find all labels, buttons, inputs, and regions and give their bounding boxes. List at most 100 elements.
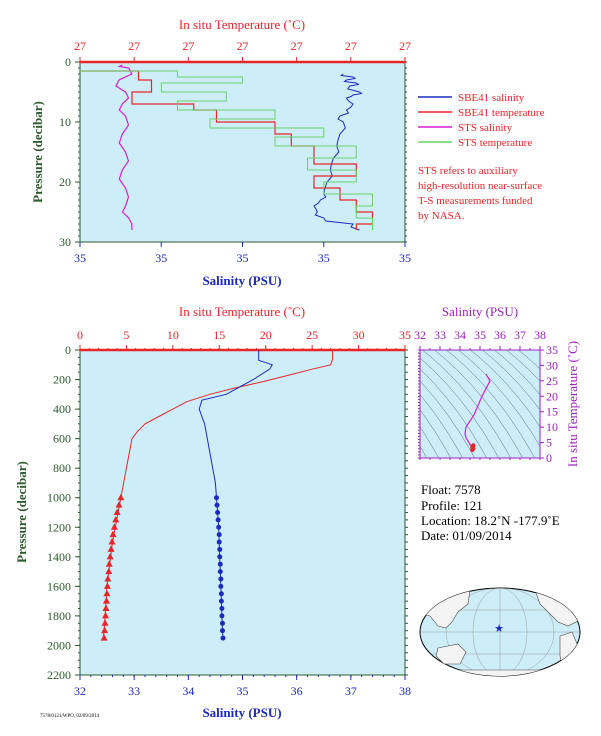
temperature-marker <box>101 619 109 626</box>
ts-salinity-tick-label: 37 <box>514 328 526 342</box>
density-contour <box>493 350 540 396</box>
main-salinity-tick-label: 34 <box>182 684 194 698</box>
float-id: Float: 7578 <box>421 482 481 497</box>
top-panel-pressure-axis-title: Pressure (decibar) <box>30 101 45 203</box>
ts-salinity-tick-label: 36 <box>494 328 506 342</box>
density-contour <box>457 350 540 447</box>
temperature-marker <box>110 523 118 530</box>
temperature-marker <box>102 604 110 612</box>
salinity-marker <box>216 524 222 530</box>
ts-temperature-tick-label: 30 <box>546 358 558 372</box>
temperature-marker <box>112 515 120 523</box>
salinity-marker <box>219 613 225 619</box>
ts-temperature-tick-label: 15 <box>546 405 558 419</box>
sts-note-line-2: high-resolution near-surface <box>418 180 542 192</box>
salinity-marker <box>218 598 224 604</box>
ts-temperature-tick-label: 35 <box>546 343 558 357</box>
temperature-marker <box>117 493 125 501</box>
main-panel-salinity-axis-title: Salinity (PSU) <box>202 705 281 720</box>
australia-landmass <box>435 643 467 665</box>
ts-panel: Salinity (PSU) 32 33 34 35 36 37 38 3530252015… <box>414 304 580 467</box>
top-pressure-tick-label: 0 <box>65 55 71 69</box>
ts-temperature-tick-label: 25 <box>546 374 558 388</box>
top-panel: In situ Temperature (˚C) 27 27 27 27 27 27 27 … <box>30 17 411 288</box>
main-pressure-tick-label: 2000 <box>47 638 71 652</box>
ts-salinity-tick-label: 38 <box>534 328 546 342</box>
salinity-marker <box>217 561 223 567</box>
ts-plot-area <box>419 349 541 459</box>
ts-salinity-tick-label: 32 <box>414 328 426 342</box>
temperature-marker <box>103 589 111 597</box>
legend-label-3: STS temperature <box>458 137 532 149</box>
main-pressure-tick-label: 600 <box>53 432 71 446</box>
top-temperature-tick-label: 27 <box>128 39 140 53</box>
main-salinity-tick-label: 35 <box>237 684 249 698</box>
top-temperature-tick-label: 27 <box>74 39 86 53</box>
top-salinity-tick-label: 35 <box>237 251 249 265</box>
salinity-marker <box>218 591 224 597</box>
main-temperature-tick-label: 5 <box>123 328 129 342</box>
sts-note-line-1: STS refers to auxiliary <box>418 165 518 177</box>
date: Date: 01/09/2014 <box>421 528 512 543</box>
top-sts-salinity-line <box>115 64 133 231</box>
salinity-marker <box>217 569 223 575</box>
ts-temperature-tick-label: 0 <box>546 451 552 465</box>
salinity-marker <box>217 546 223 552</box>
main-pressure-tick-label: 400 <box>53 402 71 416</box>
legend: SBE41 salinity SBE41 temperature STS salin… <box>418 92 545 149</box>
top-pressure-tick-label: 30 <box>59 235 71 249</box>
density-contour <box>517 350 540 370</box>
main-salinity-tick-label: 33 <box>128 684 140 698</box>
main-pressure-tick-label: 1800 <box>47 609 71 623</box>
temperature-marker <box>103 582 111 589</box>
top-temperature-tick-label: 27 <box>237 39 249 53</box>
location-map: ★ <box>419 587 581 677</box>
main-temperature-tick-label: 20 <box>260 328 272 342</box>
ts-panel-temperature-axis-title: In situ Temperature (˚C) <box>565 341 580 467</box>
ts-temperature-tick-label: 10 <box>546 420 558 434</box>
temperature-marker <box>105 567 113 575</box>
top-temperature-tick-label: 27 <box>399 39 411 53</box>
salinity-marker <box>215 517 221 523</box>
temperature-marker <box>102 611 110 619</box>
main-pressure-tick-label: 1600 <box>47 579 71 593</box>
top-salinity-tick-label: 35 <box>155 251 167 265</box>
main-pressure-tick-label: 800 <box>53 461 71 475</box>
density-contour <box>420 426 439 458</box>
main-temperature-tick-label: 0 <box>77 328 83 342</box>
top-panel-temperature-axis-title: In situ Temperature (˚C) <box>179 17 305 32</box>
density-contour <box>420 394 463 458</box>
ts-curve <box>464 373 491 451</box>
main-salinity-tick-label: 37 <box>345 684 357 698</box>
ts-panel-salinity-axis-title: Salinity (PSU) <box>442 304 518 319</box>
antarctica-landmass <box>439 669 561 676</box>
density-contour <box>445 350 535 458</box>
main-pressure-tick-label: 1400 <box>47 550 71 564</box>
main-pressure-tick-label: 0 <box>65 343 71 357</box>
ts-salinity-tick-label: 33 <box>434 328 446 342</box>
density-contour <box>421 350 511 458</box>
temperature-marker <box>106 552 114 560</box>
sts-note-line-3: T-S measurements funded <box>418 195 533 207</box>
density-contour <box>420 357 499 458</box>
density-contour <box>505 350 540 382</box>
sts-note-line-4: by NASA. <box>418 210 465 222</box>
main-salinity-tick-label: 32 <box>74 684 86 698</box>
main-temperature-tick-label: 35 <box>399 328 411 342</box>
salinity-marker <box>219 606 225 612</box>
salinity-marker <box>219 620 225 626</box>
salinity-marker <box>220 635 226 641</box>
temperature-marker <box>113 508 121 515</box>
top-pressure-tick-label: 10 <box>59 115 71 129</box>
salinity-marker <box>218 576 224 582</box>
top-salinity-tick-label: 35 <box>399 251 411 265</box>
salinity-marker <box>215 510 221 515</box>
top-pressure-tick-label: 20 <box>59 175 71 189</box>
main-pressure-tick-label: 200 <box>53 373 71 387</box>
ts-temperature-tick-label: 5 <box>546 436 552 450</box>
main-pressure-tick-label: 1000 <box>47 491 71 505</box>
top-salinity-tick-label: 35 <box>318 251 330 265</box>
temperature-marker <box>104 574 112 582</box>
top-sts-temperature-line <box>80 70 373 230</box>
density-contour <box>420 368 487 458</box>
